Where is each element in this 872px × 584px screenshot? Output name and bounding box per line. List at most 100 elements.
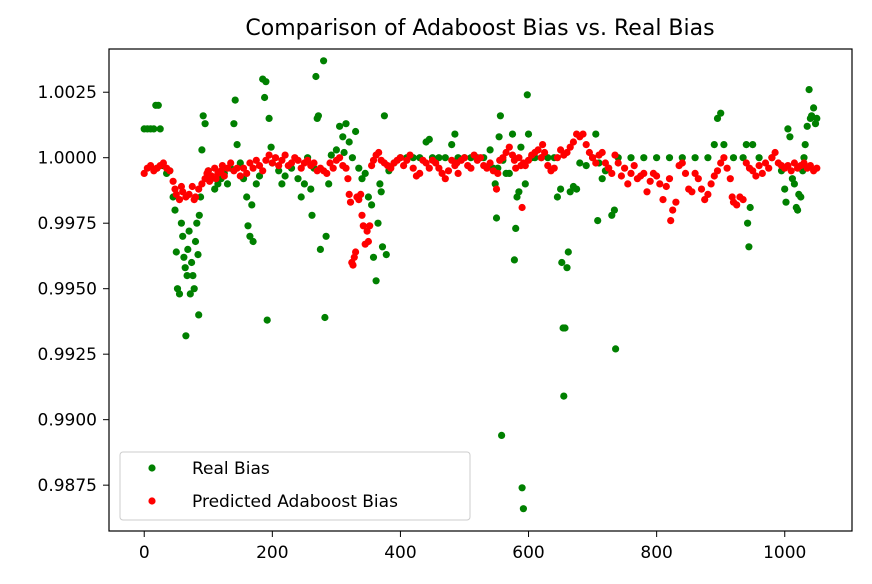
data-point [150,125,158,133]
y-tick-label: 0.9950 [38,280,97,300]
y-tick-label: 1.0000 [38,149,97,169]
data-point [720,141,728,149]
legend: Real Bias Predicted Adaboost Bias [119,451,471,521]
data-point [189,272,197,280]
data-point [246,232,254,240]
data-point [524,130,533,138]
data-point [211,185,219,193]
data-point [755,154,763,162]
data-point [653,172,661,180]
data-point [704,190,712,198]
data-point [255,172,264,180]
data-point [191,193,200,201]
data-point [425,135,433,143]
data-point [378,243,387,251]
data-point [169,177,177,185]
data-point [560,392,568,400]
data-point [175,290,184,298]
data-point [236,159,244,167]
data-point [275,162,283,170]
data-point [517,143,525,151]
data-point [304,156,312,164]
data-point [505,143,513,151]
data-point [582,141,590,149]
data-point [359,222,367,230]
data-point [300,180,308,188]
data-point [624,180,632,188]
series-0 [140,57,821,513]
data-point [610,206,619,214]
data-point [589,154,597,162]
data-point [569,138,578,146]
data-point [448,141,456,149]
data-point [621,164,629,172]
data-point [755,162,763,170]
data-point [803,122,811,130]
data-point [199,112,207,120]
data-point [185,190,193,198]
data-point [460,154,469,162]
data-point [255,162,264,170]
data-point [154,101,162,109]
y-axis: 0.9875 0.9900 0.9925 0.9950 0.9975 1.0000 1.00… [38,83,109,496]
data-point [665,175,674,183]
data-point [275,167,283,175]
data-point [744,219,752,227]
data-point [400,162,408,170]
data-point [140,169,148,177]
data-point [534,146,542,154]
data-point [323,169,331,177]
data-point [726,175,734,183]
data-point [211,164,219,172]
data-point [483,164,491,172]
data-point [806,162,815,170]
data-point [694,175,702,183]
data-point [794,206,802,214]
data-point [800,159,808,167]
data-point [248,201,256,209]
data-point [643,188,651,196]
data-point [454,169,462,177]
data-point [327,151,335,159]
data-point [342,120,350,128]
data-point [342,164,350,172]
data-point [781,185,789,193]
data-point [697,185,706,193]
data-point [758,169,766,177]
data-point [308,211,316,219]
data-point [745,243,753,251]
data-point [467,164,475,172]
data-point [537,154,545,162]
data-point [518,203,526,212]
data-point [557,146,565,154]
data-point [171,206,179,214]
data-point [372,277,380,285]
data-point [784,125,792,133]
data-point [294,156,302,164]
data-point [544,162,552,170]
data-point [672,198,680,206]
data-point [492,214,501,222]
data-point [667,217,675,225]
data-point [592,130,600,138]
data-point [752,172,760,180]
data-point [787,167,795,175]
data-point [659,196,667,204]
data-point [486,159,494,167]
data-point [406,151,414,159]
data-point [749,167,757,175]
data-point [349,261,357,269]
data-point [261,93,269,102]
data-point [435,164,443,172]
data-point [377,188,385,196]
data-point [180,253,188,261]
y-tick-label: 0.9975 [38,214,97,234]
data-point [297,164,305,172]
data-point [720,154,728,162]
chart-title: Comparison of Adaboost Bias vs. Real Bia… [245,16,714,41]
data-point [541,148,549,157]
data-point [259,167,267,175]
data-point [358,175,366,183]
data-point [499,154,507,162]
data-point [669,206,677,214]
